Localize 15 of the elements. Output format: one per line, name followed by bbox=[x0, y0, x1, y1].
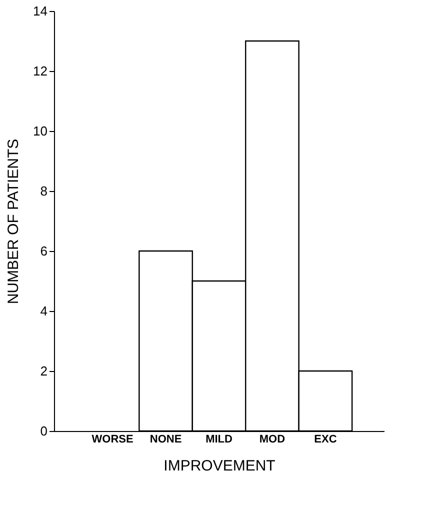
x-tick-label: MILD bbox=[206, 434, 232, 446]
x-tick-label: NONE bbox=[150, 434, 182, 446]
y-tick-label: 12 bbox=[33, 64, 48, 78]
x-tick-label: WORSE bbox=[92, 434, 134, 446]
y-tick-label: 14 bbox=[33, 4, 48, 18]
y-tick-label: 6 bbox=[40, 244, 48, 258]
y-tick-label: 10 bbox=[33, 124, 48, 138]
y-tick-label: 4 bbox=[40, 304, 48, 318]
x-tick-label: MOD bbox=[259, 434, 286, 446]
y-tick-label: 8 bbox=[40, 184, 48, 198]
x-axis-title: IMPROVEMENT bbox=[164, 458, 276, 474]
y-tick-label: 0 bbox=[40, 424, 48, 438]
y-tick-label: 2 bbox=[40, 364, 48, 378]
x-tick-label: EXC bbox=[314, 434, 337, 446]
y-axis-title: NUMBER OF PATIENTS bbox=[5, 138, 22, 304]
